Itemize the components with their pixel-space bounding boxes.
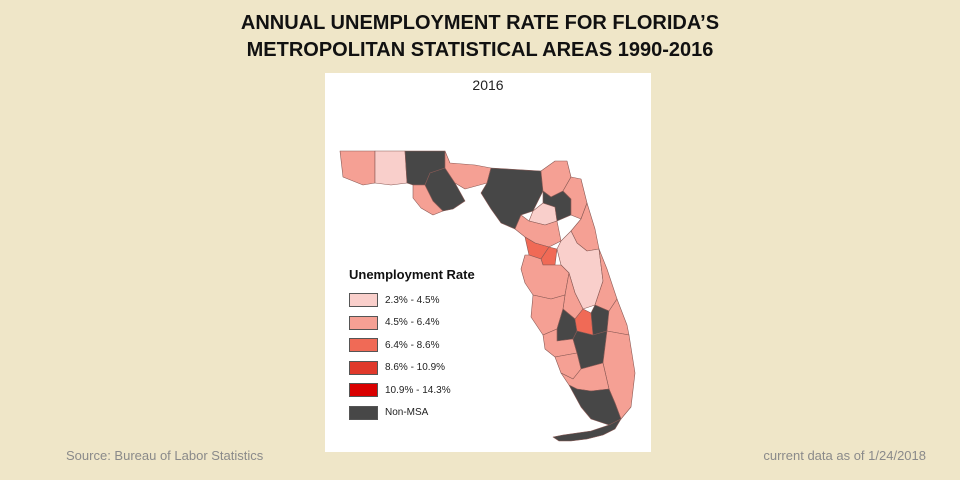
region-non-msa-everglades (568, 384, 622, 426)
map-panel: 2016 Unemployment Rate 2.3% - 4.5% 4.5% … (325, 73, 651, 452)
legend-swatch (349, 315, 378, 330)
title-line-1: ANNUAL UNEMPLOYMENT RATE FOR FLORIDA’S (240, 12, 720, 34)
legend-item: Non-MSA (349, 402, 475, 425)
region-non-msa-keys (552, 418, 622, 442)
legend-swatch (349, 383, 378, 398)
legend-swatch (349, 405, 378, 420)
source-note: Source: Bureau of Labor Statistics (66, 448, 264, 463)
legend-item: 8.6% - 10.9% (349, 357, 475, 380)
region-non-msa-gulf (424, 167, 466, 212)
title-line-2: METROPOLITAN STATISTICAL AREAS 1990-2016 (246, 39, 714, 61)
legend-swatch (349, 360, 378, 375)
legend-title: Unemployment Rate (349, 267, 475, 282)
region-crestview (374, 150, 408, 186)
legend-label: 6.4% - 8.6% (385, 339, 440, 351)
legend-label: 8.6% - 10.9% (385, 362, 446, 374)
legend-item: 4.5% - 6.4% (349, 312, 475, 335)
page-title: ANNUAL UNEMPLOYMENT RATE FOR FLORIDA’S M… (0, 10, 960, 64)
data-date-note: current data as of 1/24/2018 (763, 448, 926, 463)
legend-label: 4.5% - 6.4% (385, 317, 440, 329)
legend-item: 2.3% - 4.5% (349, 289, 475, 312)
map-legend: Unemployment Rate 2.3% - 4.5% 4.5% - 6.4… (349, 267, 475, 424)
legend-item: 10.9% - 14.3% (349, 379, 475, 402)
legend-swatch (349, 293, 378, 308)
region-ocala (514, 214, 562, 248)
legend-label: Non-MSA (385, 407, 429, 419)
region-port-st-lucie (606, 298, 630, 336)
legend-swatch (349, 338, 378, 353)
region-st-augustine (562, 176, 588, 220)
legend-label: 2.3% - 4.5% (385, 294, 440, 306)
legend-label: 10.9% - 14.3% (385, 384, 451, 396)
legend-item: 6.4% - 8.6% (349, 334, 475, 357)
florida-map (339, 150, 636, 442)
region-pensacola (339, 150, 376, 186)
map-year: 2016 (472, 77, 504, 93)
